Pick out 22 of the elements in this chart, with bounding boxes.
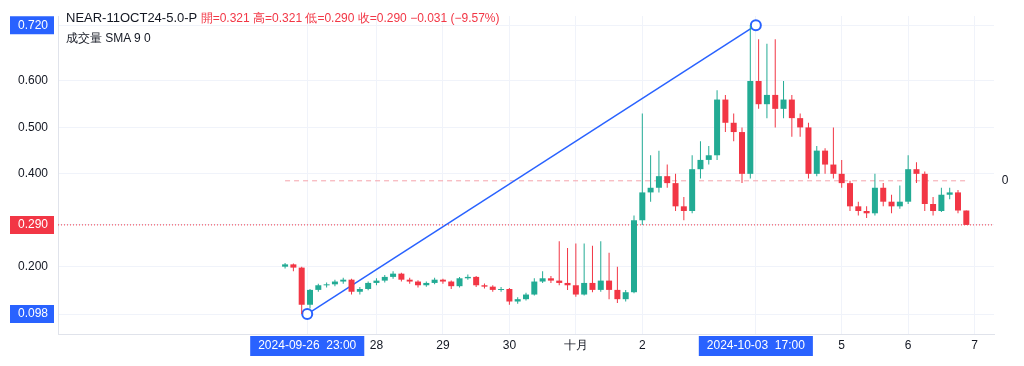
x-tick-label: 5: [838, 338, 846, 353]
x-tick-label: 2: [638, 338, 646, 353]
x-tick-label: 2024-10-03 17:00: [706, 338, 806, 353]
ref-line-label: 0: [1001, 173, 1009, 188]
chart-subtitle: 開=0.321 高=0.321 低=0.290 收=0.290 −0.031 (−9.57%): [200, 11, 500, 25]
x-tick-label: 十月: [563, 338, 588, 353]
y-tick-label: 0.290: [17, 217, 49, 232]
y-tick-label: 0.098: [17, 306, 49, 321]
y-tick-label: 0.500: [17, 119, 49, 134]
candlestick: [323, 282, 330, 288]
y-tick-label: 0.720: [17, 17, 49, 32]
annotation: 成交量 SMA 9 0: [66, 30, 151, 47]
x-tick-label: 30: [502, 338, 517, 353]
x-tick-label: 2024-09-26 23:00: [258, 338, 357, 353]
x-tick-label: 6: [904, 338, 912, 353]
y-tick-label: 0.200: [17, 259, 49, 273]
chart-title: NEAR-11OCT24-5.0-P: [66, 10, 198, 25]
y-tick-label: 0.600: [17, 73, 49, 88]
x-tick-label: 29: [436, 338, 450, 353]
x-tick-label: 28: [369, 338, 384, 353]
x-tick-label: 7: [971, 338, 979, 353]
y-tick-label: 0.400: [17, 166, 49, 181]
